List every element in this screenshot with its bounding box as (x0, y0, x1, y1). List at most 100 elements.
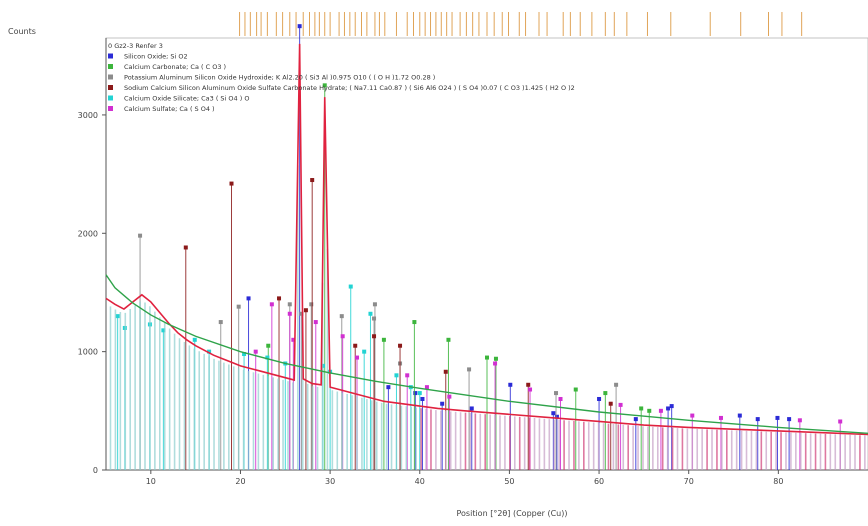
reference-peak-marker (266, 343, 271, 348)
reference-peak-marker (287, 311, 292, 316)
legend-entry: Sodium Calcium Silicon Aluminum Oxide Su… (124, 84, 575, 92)
reference-peak-marker (690, 413, 695, 418)
reference-peak-marker (297, 24, 302, 29)
reference-peak-marker (287, 302, 292, 307)
legend-entry: Calcium Oxide Silicate; Ca3 ( Si O4 ) O (124, 95, 249, 103)
reference-peak-marker (394, 373, 399, 378)
legend-entry: 0 Gz2-3 Renfer 3 (108, 42, 163, 50)
x-tick-label: 40 (415, 477, 425, 486)
reference-peak-marker (573, 387, 578, 392)
reference-peak-marker (554, 391, 559, 396)
reference-peak-marker (608, 401, 613, 406)
reference-peak-marker (161, 328, 166, 333)
reference-peak-marker (413, 391, 418, 396)
reference-peak-marker (797, 418, 802, 423)
reference-peak-marker (669, 404, 674, 409)
reference-peak-marker (368, 311, 373, 316)
y-tick-label: 2000 (78, 229, 98, 238)
reference-peak-marker (269, 302, 274, 307)
reference-peak-marker (493, 356, 498, 361)
reference-peak-marker (775, 415, 780, 420)
reference-peak-marker (420, 396, 425, 401)
legend-marker (108, 95, 113, 101)
reference-peak-marker (718, 415, 723, 420)
y-tick-label: 3000 (78, 111, 98, 120)
reference-peak-marker (218, 320, 223, 325)
x-tick-label: 20 (235, 477, 245, 486)
reference-peak-marker (322, 83, 327, 88)
legend-marker (108, 74, 113, 80)
reference-peak-marker (467, 367, 472, 372)
reference-peak-marker (755, 417, 760, 422)
reference-peak-marker (597, 396, 602, 401)
x-tick-label: 60 (594, 477, 604, 486)
reference-peak-marker (440, 401, 445, 406)
reference-peak-marker (372, 334, 377, 339)
y-tick-label: 0 (93, 466, 98, 475)
reference-peak-marker (737, 413, 742, 418)
reference-peak-marker (372, 302, 377, 307)
reference-peak-marker (633, 417, 638, 422)
reference-peak-marker (666, 406, 671, 411)
reference-peak-marker (554, 414, 559, 419)
reference-peak-marker (526, 382, 531, 387)
reference-peak-marker (115, 314, 120, 319)
reference-peak-marker (838, 419, 843, 424)
legend-marker (108, 106, 113, 111)
reference-peak-marker (339, 314, 344, 319)
reference-peak-marker (647, 408, 652, 413)
reference-peak-marker (614, 382, 619, 387)
reference-peak-marker (386, 385, 391, 390)
y-axis-label: Counts (8, 27, 36, 36)
legend-entry: Potassium Aluminum Silicon Oxide Hydroxi… (124, 74, 435, 82)
x-tick-label: 70 (684, 477, 694, 486)
reference-peak-marker (246, 296, 251, 301)
legend-marker (108, 85, 113, 90)
reference-peak-marker (412, 320, 417, 325)
legend-marker (108, 64, 113, 69)
reference-peak-marker (639, 406, 644, 411)
reference-peak-marker (528, 387, 533, 392)
measured-scan-line (105, 43, 868, 436)
reference-peak-marker (493, 361, 498, 366)
reference-peak-marker (443, 369, 448, 374)
reference-peak-marker (558, 396, 563, 401)
reference-peak-marker (446, 337, 451, 342)
legend-marker (108, 53, 113, 59)
x-tick-label: 10 (146, 477, 156, 486)
reference-peak-marker (551, 411, 556, 416)
reference-peak-marker (303, 308, 308, 313)
reference-peak-marker (355, 355, 360, 360)
y-tick-label: 1000 (78, 348, 98, 357)
reference-peak-marker (398, 343, 403, 348)
reference-peak-marker (417, 391, 422, 396)
x-tick-label: 30 (325, 477, 335, 486)
legend-entry: Calcium Sulfate; Ca ( S O4 ) (124, 105, 215, 113)
reference-peak-marker (310, 178, 315, 183)
reference-peak-marker (485, 355, 489, 360)
reference-peak-marker (299, 311, 304, 316)
reference-peak-marker (229, 181, 234, 186)
x-axis-label: Position [°2θ] (Copper (Cu)) (457, 509, 568, 518)
reference-peak-marker (381, 337, 386, 342)
reference-peak-marker (787, 417, 792, 422)
reference-peak-marker (340, 334, 345, 339)
legend-entry: Silicon Oxide; Si O2 (124, 53, 188, 61)
x-tick-label: 80 (773, 477, 783, 486)
reference-peak-marker (265, 355, 270, 360)
reference-peak-marker (309, 302, 314, 307)
reference-peak-marker (424, 385, 429, 390)
x-tick-label: 50 (504, 477, 514, 486)
background-line (105, 274, 868, 435)
reference-peak-marker (603, 391, 608, 396)
reference-peak-marker (469, 406, 474, 411)
reference-peak-marker (207, 349, 212, 354)
reference-peak-marker (291, 337, 296, 342)
reference-peak-marker (372, 316, 377, 321)
reference-peak-marker (618, 402, 623, 407)
reference-peak-marker (242, 352, 247, 357)
reference-peak-marker (405, 373, 410, 378)
legend-entry: Calcium Carbonate; Ca ( C O3 ) (124, 63, 226, 71)
